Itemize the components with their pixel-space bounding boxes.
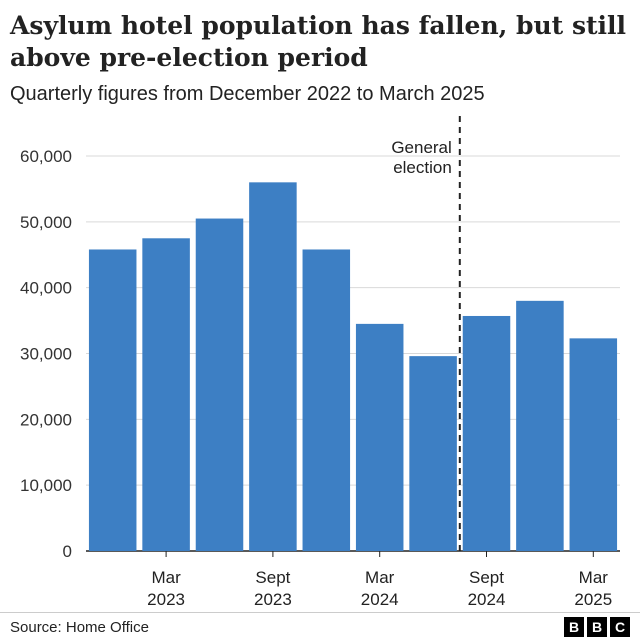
y-tick-label: 20,000 [20,410,72,429]
election-annotation: election [393,158,452,177]
bbc-logo: B B C [564,617,630,637]
bar [355,323,404,551]
x-tick-label: Sept [255,568,290,587]
y-tick-label: 30,000 [20,345,72,364]
bar [195,218,244,551]
bar [302,249,351,551]
bar [462,315,511,551]
bar-chart: 60,000 50,000 40,000 30,000 20,000 10,000 0 Ma… [20,116,620,609]
x-tick-label: 2023 [147,590,185,609]
y-tick-label: 0 [63,542,72,561]
bar [88,249,137,551]
x-tick-label: 2024 [361,590,399,609]
bar [569,338,618,551]
bar [516,300,564,551]
election-annotation: General [391,138,451,157]
chart-title: Asylum hotel population has fallen, but … [10,11,627,72]
x-tick-label: 2025 [574,590,612,609]
bar [409,356,457,551]
y-tick-label: 10,000 [20,476,72,495]
chart-subtitle: Quarterly figures from December 2022 to … [10,83,485,105]
source-note: Source: Home Office [10,619,149,636]
footer-divider [0,612,640,613]
bar [249,182,297,552]
logo-letter: B [587,617,607,637]
x-tick-label: 2024 [468,590,506,609]
y-tick-label: 40,000 [20,279,72,298]
x-tick-label: Mar [365,568,395,587]
x-tick-label: Sept [469,568,504,587]
x-tick-label: 2023 [254,590,292,609]
x-tick-label: Mar [151,568,181,587]
x-tick-label: Mar [579,568,609,587]
y-tick-label: 50,000 [20,213,72,232]
logo-letter: C [610,617,630,637]
logo-letter: B [564,617,584,637]
y-tick-label: 60,000 [20,147,72,166]
bar [142,238,190,551]
